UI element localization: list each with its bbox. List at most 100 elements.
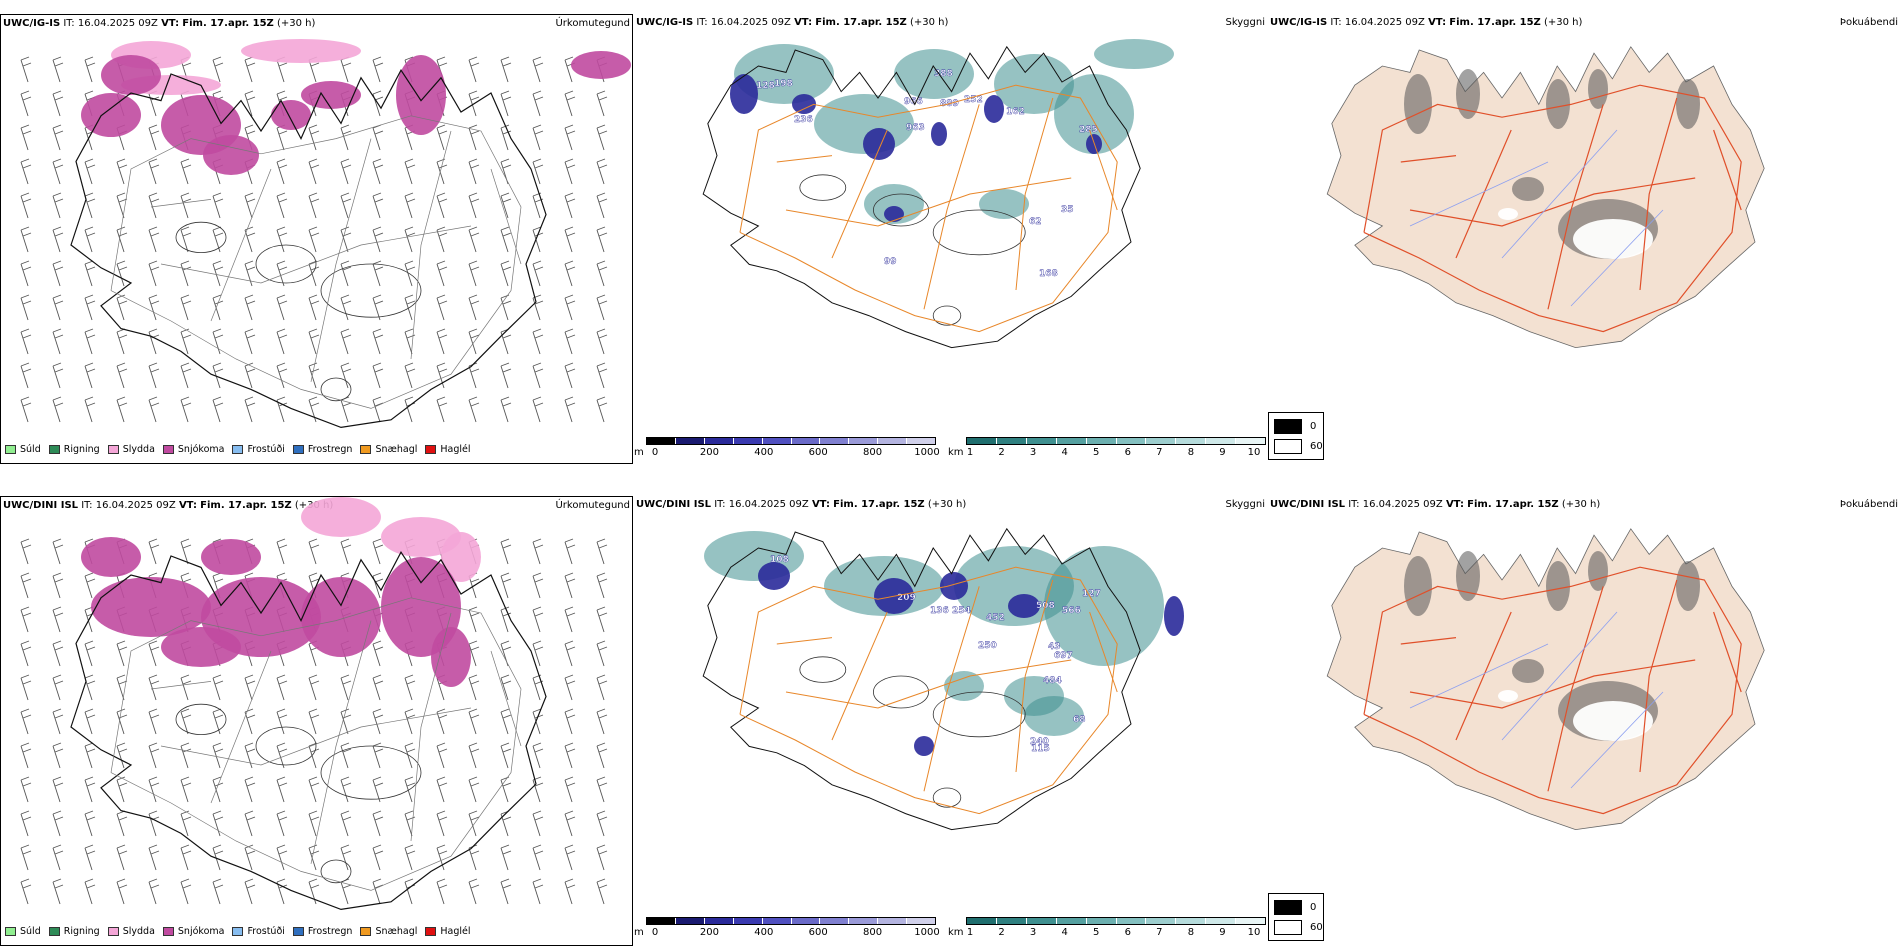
wind-barb <box>84 328 96 355</box>
legend-label: Snæhagl <box>375 443 418 455</box>
wind-barb <box>244 776 256 803</box>
wind-barb <box>372 742 384 769</box>
wind-barb <box>116 294 128 321</box>
legend-swatch <box>360 444 372 454</box>
wind-barb <box>500 124 512 151</box>
wind-barb <box>148 158 160 185</box>
river-line <box>1501 129 1618 259</box>
fog-panel-dini: UWC/DINI ISL IT: 16.04.2025 09Z VT: Fim.… <box>1268 496 1900 946</box>
road-line <box>1089 129 1118 211</box>
fog-index-area <box>1546 561 1570 611</box>
legend-swatch <box>48 926 60 936</box>
wind-barb <box>84 572 96 599</box>
legend-swatch <box>425 926 437 936</box>
precip-legend: Súld Rigning Slydda Snjókoma Frostúði Frostre… <box>5 439 471 459</box>
wind-barb <box>52 362 64 389</box>
wind-barb <box>436 124 448 151</box>
colorbar-bin <box>1146 918 1177 924</box>
legend-label: Slydda <box>122 443 155 455</box>
wind-barb <box>340 776 352 803</box>
visibility-panel-dini: UWC/DINI ISL IT: 16.04.2025 09Z VT: Fim.… <box>634 496 1267 946</box>
road-line <box>785 177 1072 227</box>
low-visibility-area <box>944 671 984 701</box>
glacier-outline <box>320 859 352 884</box>
iceland-coastline <box>1326 46 1765 349</box>
road-line <box>1363 84 1742 333</box>
colorbar-bin <box>791 918 821 924</box>
wind-barb <box>84 640 96 667</box>
ceiling-value-label: 168 <box>1039 269 1058 279</box>
ceiling-value-label: 108 <box>770 555 789 565</box>
wind-barb <box>148 90 160 117</box>
colorbar-unit: km <box>948 927 964 938</box>
colorbar-bin <box>849 918 879 924</box>
colorbar-tick: 1000 <box>914 447 940 458</box>
panel-title: UWC/IG-IS IT: 16.04.2025 09Z VT: Fim. 17… <box>1270 17 1583 28</box>
wind-barb <box>340 328 352 355</box>
colorbar-bin <box>1236 438 1266 444</box>
wind-barb <box>308 742 320 769</box>
wind-barb <box>532 844 544 871</box>
wind-barb <box>180 776 192 803</box>
wind-barb <box>148 362 160 389</box>
wind-barb <box>308 538 320 565</box>
road-line <box>1455 611 1512 741</box>
colorbar-bin <box>704 918 734 924</box>
colorbar-unit: km <box>948 447 964 458</box>
fog-legend-swatch <box>1274 920 1302 935</box>
wind-barb <box>500 606 512 633</box>
low-ceiling-area <box>863 128 895 160</box>
wind-barb <box>404 226 416 253</box>
wind-barb <box>532 708 544 735</box>
fog-index-area <box>1588 69 1608 109</box>
wind-barb <box>244 226 256 253</box>
glacier-outline <box>872 193 929 227</box>
colorbar-tick: 600 <box>808 927 828 938</box>
wind-barb <box>116 328 128 355</box>
colorbar-tick: 10 <box>1247 927 1261 938</box>
wind-barb <box>564 294 576 321</box>
colorbar-unit: m <box>634 927 644 938</box>
colorbar-bin <box>1086 918 1117 924</box>
wind-barb <box>308 124 320 151</box>
legend-item: Haglél <box>425 444 471 455</box>
wind-barb <box>340 742 352 769</box>
wind-barb <box>244 192 256 219</box>
snow-area <box>431 627 471 687</box>
wind-barb <box>436 742 448 769</box>
colorbar-tick: 6 <box>1124 927 1131 938</box>
wind-barb <box>596 572 608 599</box>
wind-barb <box>340 844 352 871</box>
wind-barb <box>404 776 416 803</box>
colorbar-bin <box>647 438 676 444</box>
wind-barb <box>116 158 128 185</box>
colorbar-tick: 6 <box>1124 447 1131 458</box>
wind-barb <box>564 90 576 117</box>
wind-barb <box>52 328 64 355</box>
road-line <box>1089 611 1118 693</box>
wind-barb <box>500 260 512 287</box>
wind-barb <box>148 538 160 565</box>
wind-barb <box>500 538 512 565</box>
glacier-outline <box>932 691 1026 738</box>
panel-variable: Þokuábendi <box>1839 17 1898 28</box>
visibility-panel-igis: UWC/IG-IS IT: 16.04.2025 09Z VT: Fim. 17… <box>634 14 1267 464</box>
wind-barb <box>532 328 544 355</box>
wind-barb <box>404 328 416 355</box>
fog-index-area <box>1404 74 1432 134</box>
legend-swatch <box>292 926 304 936</box>
legend-label: Snjókoma <box>177 443 225 455</box>
colorbar-bin <box>647 918 676 924</box>
colorbar-tick: 200 <box>699 447 719 458</box>
fog-legend: 0 60 <box>1268 893 1324 941</box>
precip-type-panel-igis: UWC/IG-IS IT: 16.04.2025 09Z VT: Fim. 17… <box>0 14 633 464</box>
wind-barb <box>500 776 512 803</box>
wind-barb <box>52 742 64 769</box>
wind-barb <box>564 810 576 837</box>
wind-barb <box>276 192 288 219</box>
fog-panel-igis: UWC/IG-IS IT: 16.04.2025 09Z VT: Fim. 17… <box>1268 14 1900 464</box>
wind-barb <box>596 708 608 735</box>
ceiling-value-label: 162 <box>1006 107 1025 117</box>
wind-barb <box>372 260 384 287</box>
